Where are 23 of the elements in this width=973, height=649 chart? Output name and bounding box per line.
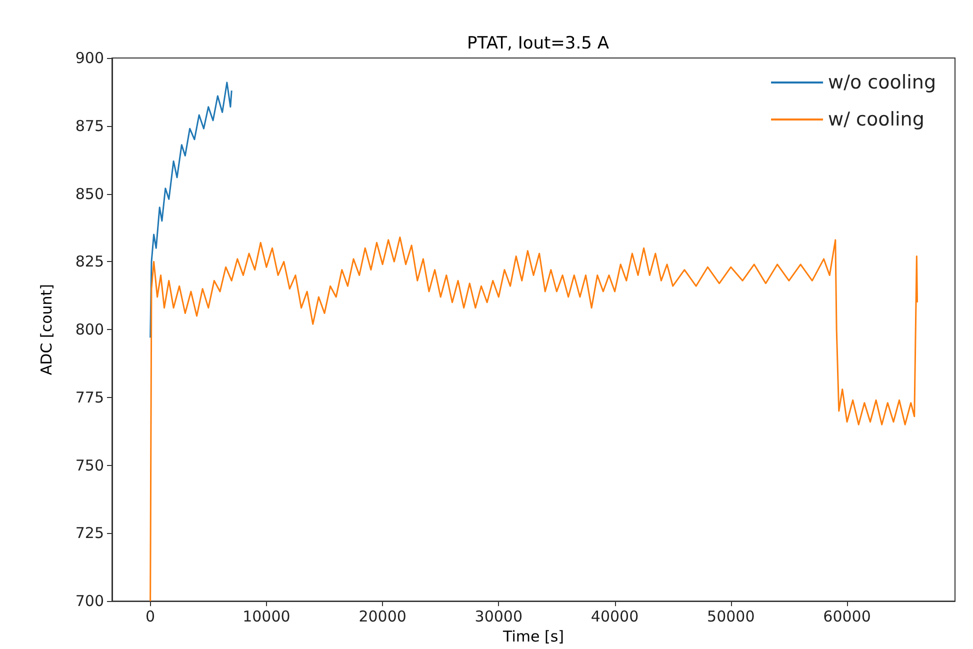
x-tick-label: 40000 [590, 608, 639, 626]
y-axis-title: ADC [count] [38, 284, 56, 376]
legend-label: w/o cooling [828, 72, 936, 94]
x-tick-label: 10000 [242, 608, 290, 626]
line-series [150, 82, 232, 338]
chart-title: PTAT, Iout=3.5 A [467, 34, 610, 54]
y-tick-label: 850 [75, 184, 104, 203]
x-tick-label: 50000 [707, 608, 755, 626]
x-axis-title: Time [s] [502, 628, 564, 646]
x-tick-label: 0 [146, 608, 156, 626]
x-tick-label: 60000 [823, 608, 871, 626]
y-tick-label: 900 [75, 49, 104, 67]
x-tick-label: 30000 [474, 608, 523, 626]
y-tick-label: 800 [75, 320, 104, 339]
y-tick-label: 775 [75, 388, 104, 406]
line-series [150, 236, 918, 602]
y-tick-label: 700 [75, 592, 104, 610]
y-tick-label: 750 [75, 456, 104, 474]
x-tick-label: 20000 [358, 608, 406, 626]
y-tick-label: 725 [75, 524, 104, 542]
y-tick-label: 825 [75, 252, 104, 271]
legend-label: w/ cooling [828, 108, 924, 130]
y-tick-label: 875 [75, 116, 104, 135]
